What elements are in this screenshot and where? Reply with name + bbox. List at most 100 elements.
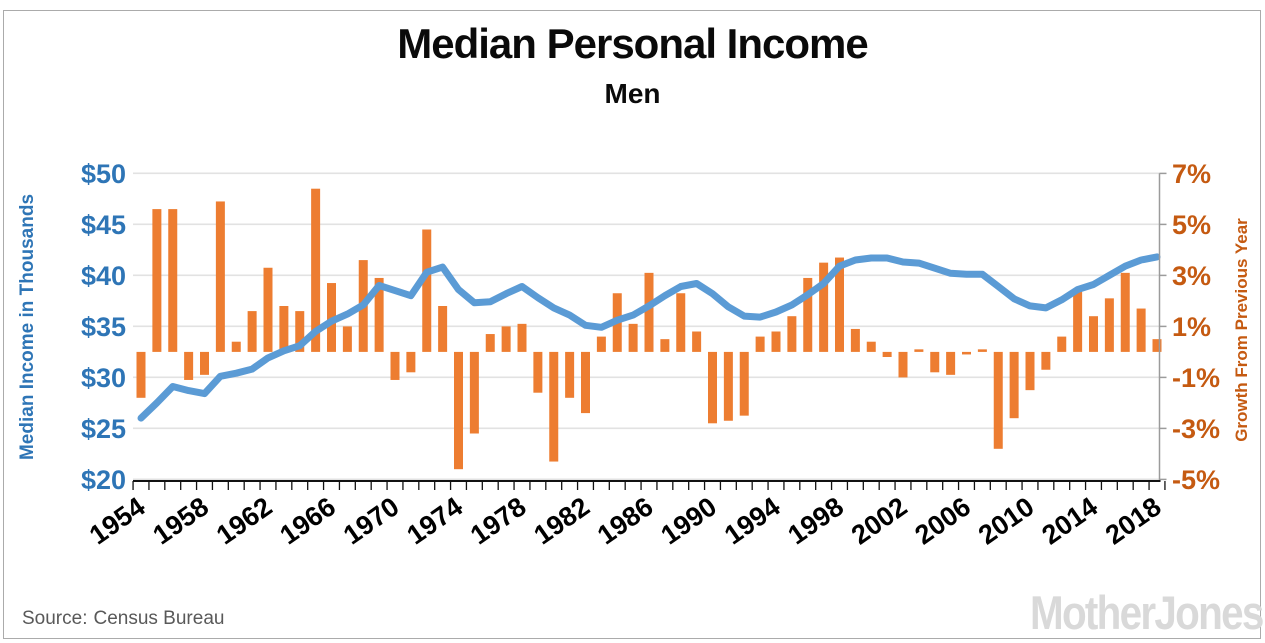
growth-bar-1961: [247, 311, 257, 352]
left-axis-tick-label: $40: [81, 261, 126, 291]
growth-bar-1973: [438, 306, 448, 352]
growth-bar-2005: [946, 351, 956, 375]
left-axis-tick-label: $20: [81, 465, 126, 495]
growth-bar-1999: [850, 328, 860, 352]
source-value: Census Bureau: [93, 608, 225, 629]
x-tick-label-2010: 2010: [973, 491, 1039, 550]
growth-bar-2018: [1152, 339, 1162, 352]
growth-bar-1987: [660, 339, 670, 352]
growth-bar-2010: [1025, 351, 1035, 391]
growth-bar-1974: [454, 351, 463, 470]
x-tick-label-2018: 2018: [1100, 491, 1166, 550]
growth-bar-1980: [549, 351, 559, 462]
growth-bar-1972: [422, 229, 432, 352]
growth-bar-1988: [676, 293, 686, 352]
left-axis-tick-label: $50: [81, 159, 126, 189]
growth-bar-1969: [374, 277, 384, 352]
growth-bar-2004: [930, 351, 940, 373]
growth-bar-1971: [406, 351, 416, 373]
growth-bar-1989: [692, 331, 702, 352]
right-axis-tick-label: -1%: [1172, 363, 1220, 393]
growth-bar-2001: [882, 351, 892, 357]
income-line: [137, 253, 1161, 422]
growth-bar-1967: [342, 326, 352, 352]
growth-bar-1990: [708, 351, 717, 424]
left-axis-title: Median Income in Thousands: [17, 194, 38, 460]
growth-bar-1970: [390, 351, 400, 380]
growth-bar-1996: [803, 277, 813, 352]
right-axis-tick-label: 7%: [1172, 159, 1211, 189]
growth-bar-1982: [581, 351, 590, 414]
growth-bar-1956: [168, 209, 178, 352]
growth-bar-1955: [152, 209, 162, 352]
growth-bar-1983: [596, 336, 606, 352]
growth-bar-2011: [1041, 351, 1051, 370]
x-tick-label-1982: 1982: [529, 491, 595, 550]
right-axis-tick-label: 5%: [1172, 210, 1211, 240]
growth-bar-1977: [501, 326, 511, 352]
left-axis-tick-label: $45: [81, 210, 126, 240]
left-axis-tick-label: $35: [81, 312, 126, 342]
growth-bar-1954: [136, 351, 146, 398]
growth-bar-2012: [1057, 336, 1067, 352]
growth-bar-1985: [628, 323, 638, 352]
source-label: Source:: [22, 608, 88, 629]
growth-bar-1959: [215, 201, 225, 352]
x-tick-label-1962: 1962: [211, 491, 277, 550]
right-axis-tick-label: -3%: [1172, 414, 1220, 444]
motherjones-logo: MotherJones: [1030, 586, 1264, 639]
growth-bar-2009: [1009, 351, 1019, 419]
growth-bar-2006: [962, 351, 971, 355]
growth-bar-1978: [517, 323, 527, 352]
chart-title: Median Personal Income: [397, 20, 868, 67]
growth-bar-2003: [914, 349, 924, 352]
x-tick-label-1990: 1990: [656, 491, 722, 550]
x-tick-label-1998: 1998: [783, 491, 849, 550]
x-tick-label-1970: 1970: [338, 491, 404, 550]
axis-lines: [132, 172, 1167, 490]
growth-bar-1993: [755, 336, 765, 352]
growth-bar-1964: [295, 311, 305, 352]
growth-bar-2015: [1104, 298, 1114, 352]
source-note: Source: Census Bureau: [22, 608, 224, 630]
growth-bar-1997: [819, 262, 829, 352]
x-tick-label-1974: 1974: [402, 491, 468, 550]
growth-bar-1960: [231, 341, 241, 352]
growth-bar-2013: [1073, 290, 1083, 352]
growth-bar-1986: [644, 272, 654, 352]
right-axis-tick-label: 1%: [1172, 312, 1211, 342]
x-tick-label-1958: 1958: [148, 491, 214, 550]
growth-bar-1976: [485, 334, 495, 352]
growth-bar-1992: [739, 351, 749, 416]
right-axis-tick-label: 3%: [1172, 261, 1211, 291]
growth-bar-2014: [1089, 316, 1098, 352]
x-tick-label-1966: 1966: [275, 491, 341, 550]
left-axis-tick-label: $25: [81, 414, 126, 444]
growth-bar-2000: [866, 341, 876, 352]
income-line-series: [137, 253, 1161, 422]
growth-bar-2008: [993, 351, 1003, 449]
x-tick-label-1978: 1978: [465, 491, 531, 550]
chart-subtitle: Men: [604, 78, 661, 109]
growth-bar-1998: [835, 257, 844, 352]
growth-bar-1957: [184, 351, 194, 380]
growth-bar-2016: [1120, 272, 1130, 352]
x-tick-label-1994: 1994: [719, 491, 785, 550]
right-axis-tick-label: -5%: [1172, 465, 1220, 495]
growth-bar-1991: [723, 351, 733, 421]
chart-frame-border: [3, 10, 1261, 639]
growth-bar-1965: [311, 188, 321, 352]
growth-bar-1963: [279, 306, 289, 352]
growth-bar-1975: [469, 351, 479, 434]
x-tick-label-2002: 2002: [846, 491, 912, 550]
growth-bar-2002: [898, 351, 908, 378]
x-tick-label-2006: 2006: [910, 491, 976, 550]
x-tick-label-1954: 1954: [84, 491, 150, 550]
growth-bar-1962: [263, 267, 273, 352]
growth-bar-1979: [533, 351, 543, 393]
growth-bar-1981: [565, 351, 575, 398]
growth-bar-1994: [771, 331, 781, 352]
growth-bar-2007: [977, 349, 987, 352]
x-tick-label-1986: 1986: [592, 491, 658, 550]
